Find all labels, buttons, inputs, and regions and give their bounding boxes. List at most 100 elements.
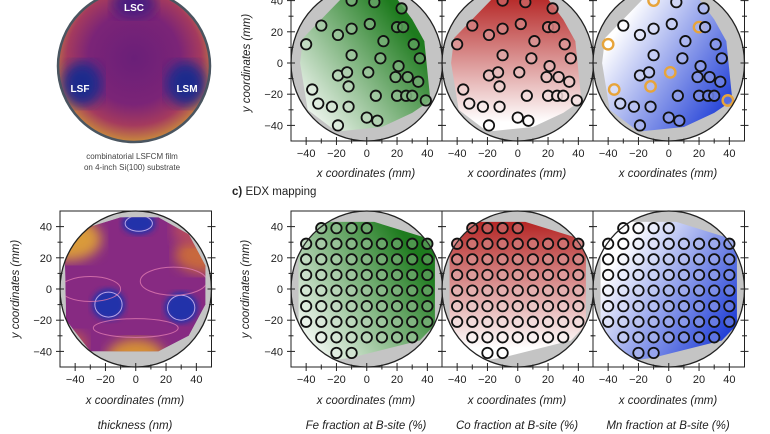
data-point	[451, 38, 464, 51]
contour-line	[94, 291, 123, 318]
y-tick-label: 40	[271, 0, 283, 8]
data-point	[617, 237, 630, 250]
data-point	[557, 300, 570, 313]
data-point	[315, 331, 328, 344]
data-point	[375, 237, 388, 250]
data-point	[522, 114, 535, 127]
x-tick-label: −40	[66, 374, 85, 386]
data-point	[315, 253, 328, 266]
data-point	[345, 0, 358, 7]
data-point	[481, 300, 494, 313]
data-point	[481, 268, 494, 282]
data-point	[511, 253, 524, 266]
x-tick-label: −20	[327, 148, 346, 160]
data-point	[662, 111, 675, 124]
data-point	[390, 253, 404, 266]
data-point	[627, 100, 641, 113]
data-point	[723, 268, 736, 282]
data-point	[715, 52, 728, 65]
x-tick-label: −40	[599, 148, 618, 160]
xlabel-top-fe: x coordinates (mm)	[316, 168, 416, 180]
data-point	[466, 300, 479, 313]
x-tick-label: −20	[327, 374, 346, 386]
data-point	[406, 331, 419, 344]
wafer-label-lsc: LSC	[124, 3, 144, 14]
panel-thickness: −40 −20 0 20 40 −40 −20 0 20 40	[33, 210, 216, 386]
data-point	[330, 300, 343, 313]
x-tick-label: 40	[572, 374, 584, 386]
data-point	[496, 300, 509, 313]
x-tick-label: 0	[364, 374, 370, 386]
contour-line	[64, 276, 122, 302]
data-point	[330, 222, 343, 235]
data-point	[331, 119, 345, 132]
data-point	[421, 284, 434, 297]
data-point	[703, 70, 716, 84]
data-point	[390, 331, 404, 344]
data-point	[482, 119, 496, 132]
y-tick-label: −40	[33, 346, 52, 358]
panel-top-co: −40 −20 0 20 40	[438, 0, 598, 160]
x-tick-label: 20	[693, 148, 705, 160]
data-point	[300, 300, 313, 313]
x-tick-label: −40	[448, 148, 467, 160]
data-point	[360, 268, 373, 282]
data-point	[662, 253, 675, 266]
data-point	[647, 331, 660, 344]
data-point	[421, 268, 434, 282]
data-point	[451, 300, 464, 313]
data-point	[466, 284, 479, 297]
data-point	[491, 66, 505, 79]
data-point	[466, 253, 479, 266]
data-point	[496, 222, 509, 235]
data-point	[482, 28, 496, 42]
data-point	[375, 284, 388, 297]
panel-edx-fe: −40 −20 0 20 40 −40 −20 0 20 40	[264, 210, 447, 386]
data-point	[496, 268, 509, 282]
contour-line	[139, 266, 206, 296]
data-point	[572, 315, 585, 328]
data-point	[330, 268, 343, 282]
data-point	[632, 237, 645, 250]
data-point	[558, 38, 571, 51]
highlighted-data-point	[663, 65, 677, 79]
data-point	[572, 284, 585, 297]
y-tick-label: −40	[264, 346, 283, 358]
data-point	[390, 237, 404, 250]
data-point	[526, 253, 540, 266]
x-tick-label: 40	[421, 374, 433, 386]
data-point	[647, 222, 660, 235]
data-point	[602, 315, 615, 328]
data-point	[541, 253, 555, 266]
contour-line	[124, 217, 153, 232]
x-tick-label: 40	[190, 374, 202, 386]
data-point	[541, 315, 555, 328]
data-point	[407, 38, 420, 51]
data-point	[374, 52, 387, 65]
data-point	[617, 268, 630, 282]
data-point	[557, 253, 570, 266]
data-point	[451, 253, 464, 266]
data-point	[708, 331, 721, 344]
data-point	[708, 89, 721, 102]
data-point	[632, 331, 645, 344]
data-point	[511, 315, 524, 328]
data-point	[632, 284, 645, 297]
data-point	[371, 114, 384, 127]
data-point	[632, 346, 645, 360]
x-tick-label: 20	[693, 374, 705, 386]
data-point	[360, 253, 373, 266]
data-point	[496, 331, 509, 344]
data-point	[496, 237, 509, 250]
data-point	[617, 19, 630, 32]
data-point	[526, 331, 540, 344]
map-layer	[64, 217, 206, 352]
data-point	[345, 315, 358, 328]
data-point	[345, 284, 358, 297]
data-point	[451, 268, 464, 282]
data-point	[330, 346, 343, 360]
y-tick-label: −40	[264, 120, 283, 132]
data-point	[642, 66, 656, 79]
data-point	[572, 300, 585, 313]
data-point	[390, 315, 404, 328]
